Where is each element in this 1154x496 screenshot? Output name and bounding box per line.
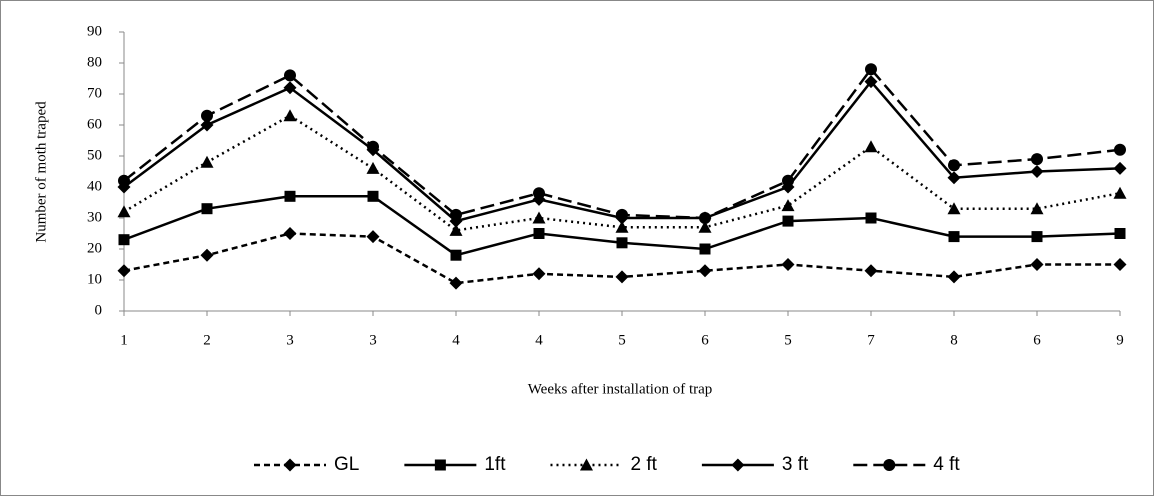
marker <box>864 140 878 153</box>
y-tick-label: 0 <box>95 302 103 318</box>
marker <box>883 459 896 471</box>
marker <box>450 208 462 221</box>
marker <box>699 212 711 224</box>
x-tick-label: 4 <box>535 332 543 348</box>
marker <box>579 458 593 471</box>
x-tick-label: 3 <box>369 332 377 348</box>
marker <box>948 231 960 243</box>
marker <box>1113 258 1127 271</box>
x-tick-label: 9 <box>1116 332 1124 348</box>
marker <box>948 159 960 172</box>
marker <box>698 264 712 278</box>
marker <box>615 220 629 233</box>
marker <box>1031 231 1043 243</box>
y-tick-label: 10 <box>87 271 102 287</box>
x-tick-label: 5 <box>784 332 792 348</box>
marker <box>201 203 213 215</box>
y-axis-title: Number of moth traped <box>33 101 49 243</box>
marker <box>1114 228 1126 239</box>
marker <box>283 109 297 122</box>
x-tick-label: 5 <box>618 332 626 348</box>
marker <box>1030 258 1044 271</box>
legend-label: 3 ft <box>782 454 809 475</box>
marker <box>947 202 961 215</box>
marker <box>200 155 214 168</box>
marker <box>781 258 795 271</box>
x-tick-label: 6 <box>1033 332 1041 348</box>
x-tick-label: 6 <box>701 332 709 348</box>
marker <box>118 234 130 246</box>
marker <box>450 249 462 261</box>
marker <box>117 264 131 278</box>
x-tick-label: 8 <box>950 332 958 348</box>
y-tick-label: 30 <box>87 209 102 225</box>
marker <box>434 459 446 471</box>
marker <box>118 174 130 187</box>
marker <box>283 227 297 240</box>
marker <box>865 212 877 224</box>
x-tick-label: 7 <box>867 332 875 348</box>
marker <box>200 248 214 262</box>
legend-label: 4 ft <box>933 454 960 475</box>
marker <box>782 174 794 187</box>
legend: GL 1ft 2 ft 3 ft 4 ft <box>254 454 960 475</box>
marker <box>201 109 213 122</box>
marker <box>283 81 297 95</box>
marker <box>864 264 878 278</box>
marker <box>1113 161 1127 175</box>
y-tick-label: 90 <box>87 23 102 39</box>
marker <box>366 161 380 174</box>
marker <box>1030 202 1044 215</box>
marker <box>699 243 711 255</box>
legend-label: 2 ft <box>630 454 657 475</box>
marker <box>864 75 878 89</box>
marker <box>781 199 795 212</box>
x-tick-label: 2 <box>203 332 211 348</box>
marker <box>284 69 296 82</box>
marker <box>200 118 214 132</box>
marker <box>616 208 628 221</box>
legend-label: 1ft <box>484 454 506 475</box>
marker <box>1030 165 1044 178</box>
marker <box>947 171 961 185</box>
marker <box>782 215 794 227</box>
marker <box>283 458 297 472</box>
marker <box>366 230 380 244</box>
marker <box>947 270 961 284</box>
marker <box>698 220 712 233</box>
marker <box>367 140 379 153</box>
y-tick-label: 50 <box>87 147 102 163</box>
x-tick-label: 4 <box>452 332 460 348</box>
marker <box>731 458 745 472</box>
marker <box>117 205 131 218</box>
marker <box>532 211 546 224</box>
y-tick-label: 20 <box>87 240 102 256</box>
legend-label: GL <box>334 454 359 475</box>
marker <box>865 63 877 76</box>
y-tick-label: 40 <box>87 178 102 194</box>
marker <box>367 190 379 202</box>
marker <box>533 187 545 200</box>
marker <box>1114 143 1126 156</box>
y-tick-label: 70 <box>87 85 102 101</box>
x-tick-label: 3 <box>286 332 294 348</box>
marker <box>284 190 296 202</box>
y-tick-label: 60 <box>87 116 102 132</box>
marker <box>1031 153 1043 166</box>
marker <box>532 267 546 281</box>
marker <box>533 228 545 239</box>
marker <box>449 223 463 236</box>
y-tick-label: 80 <box>87 54 102 70</box>
marker <box>449 276 463 290</box>
x-tick-label: 1 <box>120 332 128 348</box>
marker <box>615 270 629 284</box>
marker <box>1113 186 1127 199</box>
x-axis-title: Weeks after installation of trap <box>528 381 713 397</box>
marker <box>616 237 628 249</box>
